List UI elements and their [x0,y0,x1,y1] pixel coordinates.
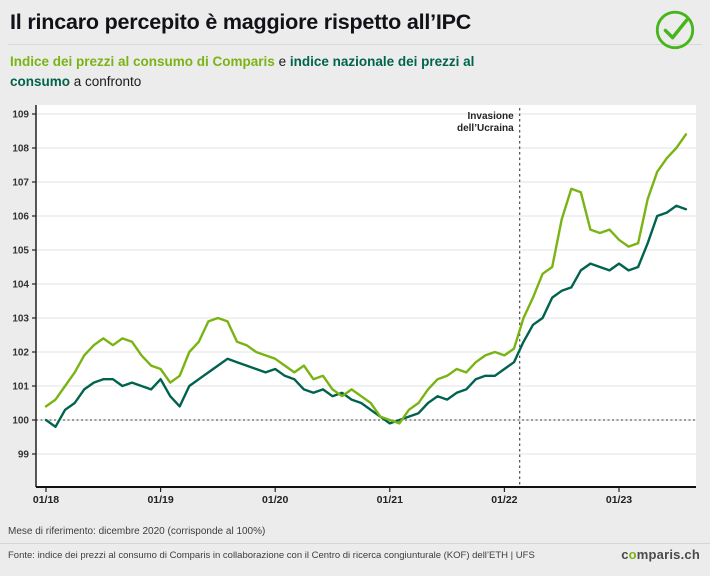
footer-divider [0,543,710,544]
subtitle-national-series-label: indice nazionale dei prezzi al [289,53,475,69]
logo-green-o: o [628,547,637,562]
logo-text-rest: mparis.ch [636,547,700,562]
subtitle-suffix: a confronto [70,74,142,90]
subtitle-connector: e [274,53,290,69]
svg-text:106: 106 [12,212,29,223]
subtitle-line-2: consumo a confronto [10,72,702,92]
subtitle-line-1: Indice dei prezzi al consumo di Comparis… [10,52,702,72]
svg-text:109: 109 [12,110,29,121]
chart-subtitle: Indice dei prezzi al consumo di Comparis… [10,52,702,93]
title-divider [8,43,702,45]
logo-text-c: c [621,547,629,562]
svg-text:01/19: 01/19 [147,494,173,506]
comparis-logo: comparis.ch [621,547,700,562]
checkmark-circle-icon [655,10,695,50]
svg-text:103: 103 [12,314,29,325]
svg-text:Invasione: Invasione [468,111,515,122]
svg-text:102: 102 [12,348,29,359]
svg-text:01/23: 01/23 [606,494,632,506]
svg-text:101: 101 [12,382,29,393]
svg-text:01/18: 01/18 [33,494,59,506]
svg-text:105: 105 [12,246,29,257]
svg-text:dell’Ucraina: dell’Ucraina [457,123,514,134]
source-note: Fonte: indice dei prezzi al consumo di C… [8,550,535,561]
svg-text:104: 104 [12,280,29,291]
reference-note: Mese di riferimento: dicembre 2020 (corr… [8,526,266,537]
svg-text:108: 108 [12,144,29,155]
svg-text:107: 107 [12,178,29,189]
svg-text:01/20: 01/20 [262,494,288,506]
subtitle-national-series-label-cont: consumo [10,74,71,90]
svg-text:100: 100 [12,416,29,427]
line-chart: 99 100 101 102 103 104 105 106 107 108 109 01/18 01/… [12,105,696,506]
page-title: Il rincaro percepito è maggiore rispetto… [10,10,472,34]
svg-text:01/22: 01/22 [491,494,517,506]
svg-text:01/21: 01/21 [377,494,403,506]
svg-text:99: 99 [18,450,30,461]
subtitle-comparis-series-label: Indice dei prezzi al consumo di Comparis [10,53,275,69]
check-badge-icon [652,6,698,52]
